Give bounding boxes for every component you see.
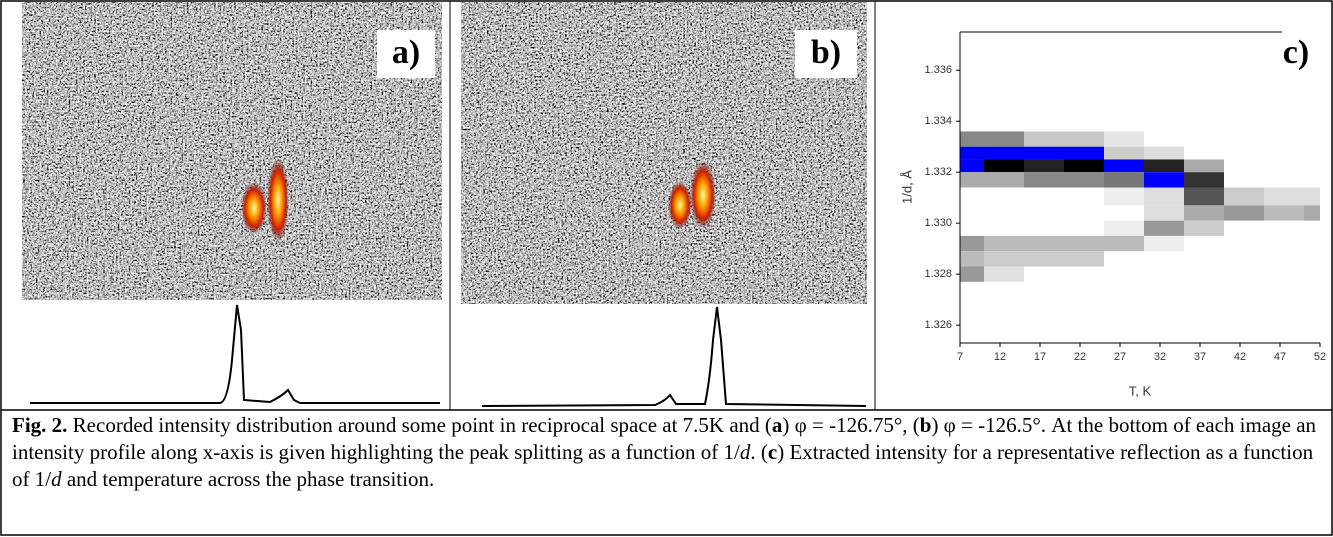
heatmap-cell [1104,187,1144,206]
y-tick-label: 1.336 [924,64,952,76]
y-tick-label: 1.332 [924,166,952,178]
caption-run: ) φ = -126.75°, ( [782,413,920,437]
heatmap-cell [1184,187,1224,206]
x-tick-label: 37 [1194,351,1206,363]
heatmap-cell [1184,172,1224,188]
heatmap-cell [1304,205,1320,221]
heatmap-cell [1104,172,1144,188]
heatmap-cell [960,146,1104,160]
heatmap-cell [1104,220,1144,236]
heatmap-cell [1184,159,1224,173]
heatmap-cell [1264,205,1304,221]
heatmap-chart: 1.326 1.328 1.330 1.332 1.334 1.336 7 12 17 22 27 3… [924,31,1326,363]
heatmap-cell [1264,187,1304,206]
heatmap-cell [960,235,984,252]
caption: Fig. 2. Recorded intensity distribution … [12,412,1322,493]
caption-run: Fig. 2. [12,413,68,437]
heatmap-cell [1064,159,1104,173]
caption-run: ) φ = -126.5°. At the bottom of each ima… [12,413,1317,464]
intensity-profile [30,304,440,404]
heatmap-cell [960,159,984,173]
heatmap-cell [960,131,1024,147]
caption-run: ) Extracted intensity for a representati… [12,440,1314,491]
x-tick-label: 17 [1034,351,1046,363]
peak-spot [668,181,692,229]
heatmap-cell [1144,172,1184,188]
x-tick-label: 12 [994,351,1006,363]
heatmap-cell [1144,187,1184,206]
label-box [377,30,435,78]
x-tick-label: 32 [1154,351,1166,363]
panel-label: a) [392,34,420,71]
heatmap-cell [1024,159,1064,173]
caption-run: and temperature across the phase transit… [61,467,435,491]
intensity-profile [481,306,867,407]
x-tick-label: 42 [1234,351,1246,363]
caption-run: d [51,467,62,491]
x-tick-label: 22 [1074,351,1086,363]
heatmap-cell [960,251,984,267]
x-tick-label: 52 [1314,351,1326,363]
peak-spot [267,158,289,242]
heatmap-cell [1104,146,1144,160]
heatmap-cell [1304,187,1320,206]
heatmap-cell [984,251,1104,267]
panel-label: b) [811,34,841,71]
caption-run: Recorded intensity distribution around s… [67,413,772,437]
caption-run: . ( [750,440,768,464]
peak-spot [241,182,267,234]
heatmap-cell [1104,131,1144,147]
y-tick-label: 1.334 [924,115,952,127]
heatmap-cell [1224,205,1264,221]
panel-label: c) [1283,34,1309,71]
caption-run: d [739,440,751,464]
x-tick-label: 7 [957,351,963,363]
heatmap-cell [1144,220,1184,236]
heatmap-cell [1184,205,1224,221]
y-axis-label: 1/d, Å [899,170,914,204]
heatmap-cell [1144,159,1184,173]
heatmap-cell [1024,131,1104,147]
y-tick-label: 1.328 [924,268,952,280]
x-tick-label: 27 [1114,351,1126,363]
caption-run: c [767,440,778,464]
heatmap-cell [984,235,1144,252]
heatmap-cell [1144,146,1184,160]
caption-run: a [771,413,783,437]
heatmap-cell [1024,172,1104,188]
heatmap-cell [960,266,984,282]
y-tick-label: 1.326 [924,319,952,331]
heatmap-cell [984,159,1024,173]
caption-run: b [919,413,932,437]
label-box [795,30,857,78]
heatmap-cell [1104,159,1144,173]
heatmap-cell [1184,220,1224,236]
heatmap-cell [984,266,1024,282]
x-tick-label: 47 [1274,351,1286,363]
heatmap-cell [1144,235,1184,252]
heatmap-cell [960,172,1024,188]
y-tick-label: 1.330 [924,217,952,229]
heatmap-cell [1144,205,1184,221]
detector-image [22,2,442,300]
heatmap-cell [1224,187,1264,206]
peak-spot [690,161,716,229]
x-axis-label: T, K [1129,383,1152,398]
